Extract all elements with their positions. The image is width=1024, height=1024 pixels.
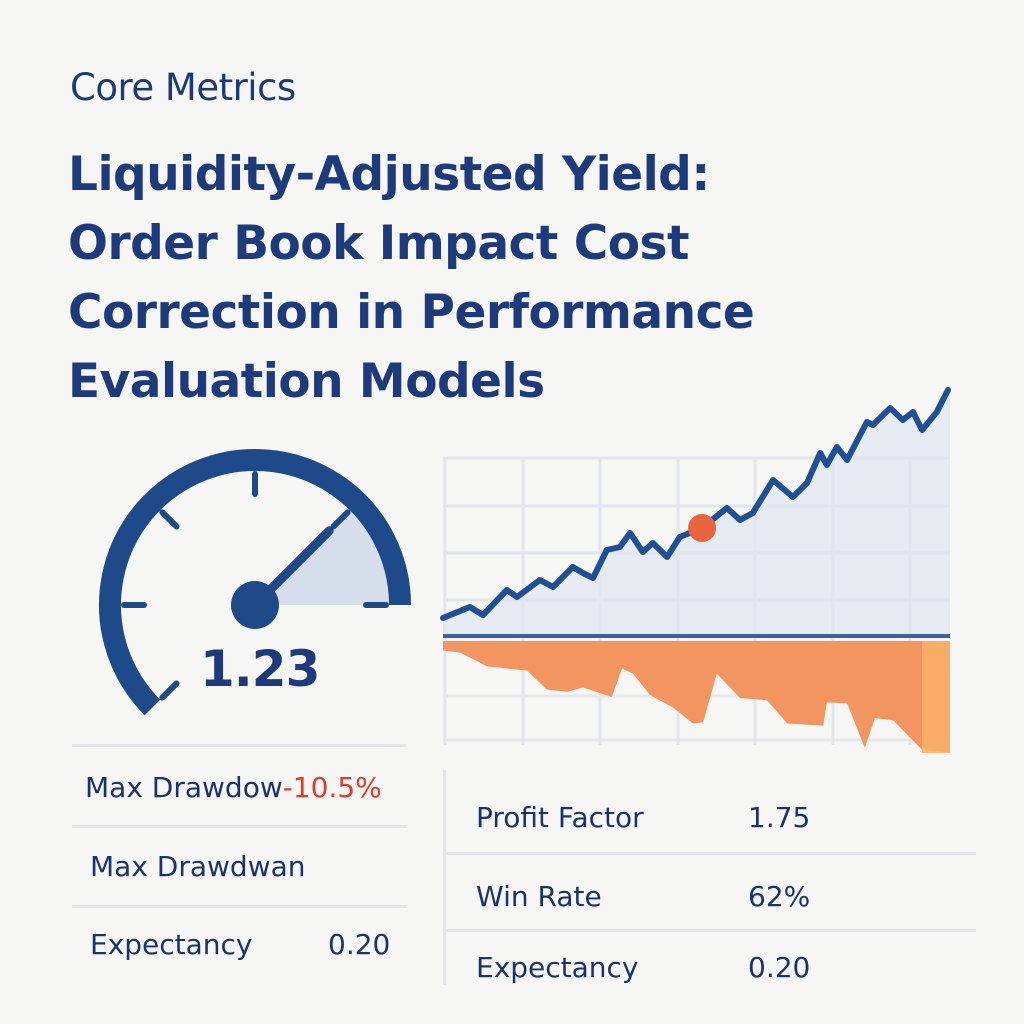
divider [72, 905, 406, 908]
section-label: Core Metrics [70, 66, 296, 109]
title-line: Order Book Impact Cost [68, 216, 689, 271]
gauge-fill [255, 502, 400, 605]
metric-row-expectancy: Expectancy 0.20 [476, 951, 876, 984]
metric-value: -10.5% [282, 771, 382, 804]
divider [446, 852, 976, 855]
gauge-arc [99, 449, 411, 716]
metric-label: Max Drawdow [85, 771, 283, 804]
divider [72, 744, 406, 747]
metric-value: 0.20 [748, 951, 811, 984]
metric-label: Max Drawdwan [90, 850, 306, 883]
metric-value: 62% [748, 880, 811, 913]
title-line: Evaluation Models [68, 354, 545, 409]
metric-label: Expectancy [90, 928, 253, 961]
metric-row-profit-factor: Profit Factor 1.75 [476, 801, 876, 834]
title-line: Liquidity-Adjusted Yield: [68, 147, 710, 202]
gauge-tick [330, 509, 351, 530]
gauge-value: 1.23 [200, 640, 320, 698]
title-line: Correction in Performance [68, 285, 755, 340]
metric-row-max-drawdwan: Max Drawdwan [90, 850, 306, 883]
equity-line [440, 387, 951, 621]
metric-row-expectancy: Expectancy 0.20 [90, 928, 410, 961]
metric-label: Profit Factor [476, 801, 644, 834]
metric-value: 0.20 [328, 928, 391, 961]
metric-row-max-drawdown: Max Drawdow-10.5% [85, 771, 382, 804]
highlight-marker [688, 514, 717, 542]
divider [446, 929, 976, 932]
vertical-divider [443, 770, 446, 985]
metric-label: Win Rate [476, 880, 602, 913]
page-title: Liquidity-Adjusted Yield: Order Book Imp… [68, 140, 755, 416]
drawdown-area [443, 641, 950, 752]
metric-label: Expectancy [476, 951, 639, 984]
gauge-hub [231, 581, 279, 629]
metric-row-win-rate: Win Rate 62% [476, 880, 876, 913]
divider [72, 825, 406, 828]
gauge-tick [159, 509, 180, 530]
gauge-tick [159, 680, 180, 701]
drawdown-highlight [922, 641, 950, 753]
metric-value: 1.75 [748, 801, 811, 834]
